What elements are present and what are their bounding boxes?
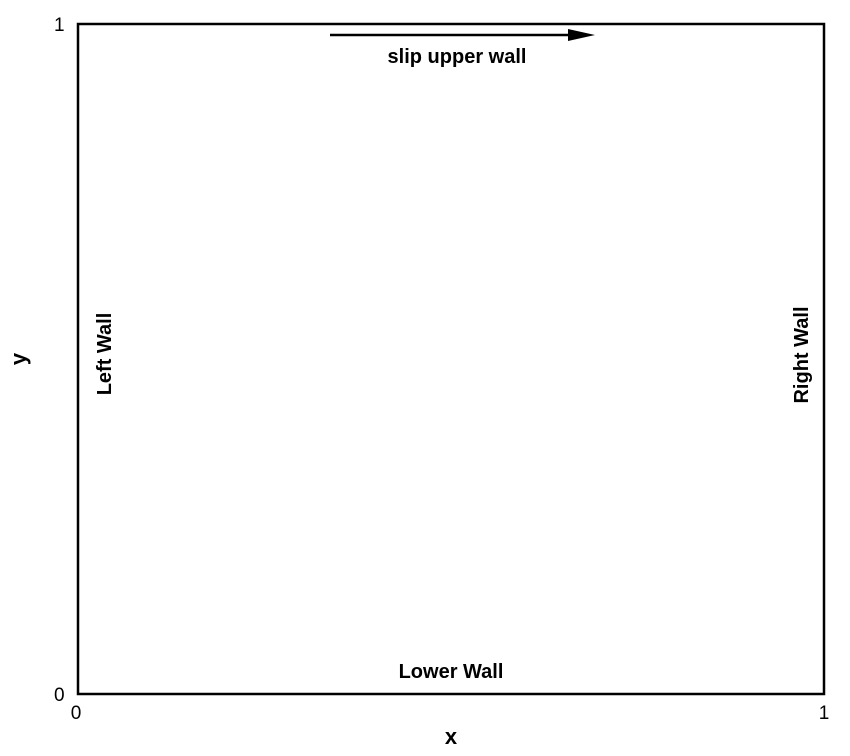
left-wall-label: Left Wall [94,313,116,396]
domain-box [76,22,826,696]
x-tick-left: 0 [71,703,82,724]
x-tick-right: 1 [819,703,830,724]
x-axis-title: x [445,724,458,749]
y-axis-title: y [6,352,31,365]
right-wall-label: Right Wall [791,306,813,403]
upper-wall-label: slip upper wall [388,46,527,68]
lower-wall-label: Lower Wall [399,661,504,683]
arrow-right-icon [330,29,595,41]
y-tick-top: 1 [54,15,65,36]
y-tick-bottom: 0 [54,685,65,706]
